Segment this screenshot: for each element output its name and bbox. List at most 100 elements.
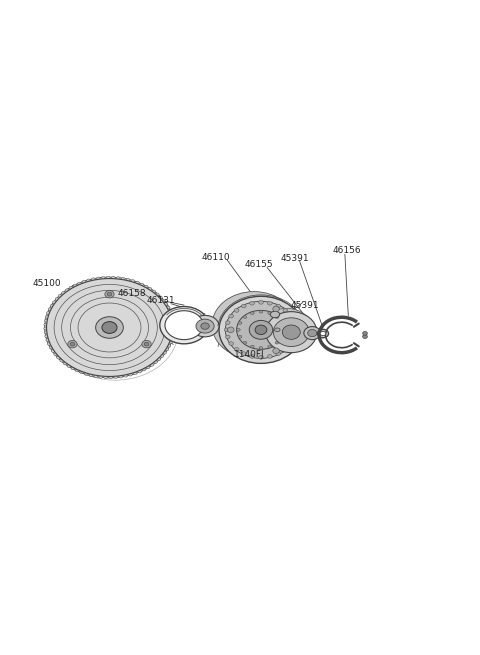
Ellipse shape (131, 280, 134, 282)
Ellipse shape (243, 316, 247, 318)
Ellipse shape (71, 367, 75, 370)
Ellipse shape (241, 304, 246, 308)
Ellipse shape (237, 310, 285, 349)
Ellipse shape (156, 293, 159, 296)
Ellipse shape (234, 347, 239, 351)
Ellipse shape (255, 325, 267, 335)
Text: 45100: 45100 (32, 279, 61, 288)
Ellipse shape (282, 325, 300, 339)
Ellipse shape (138, 370, 142, 373)
Ellipse shape (80, 371, 84, 374)
Ellipse shape (250, 354, 254, 358)
Ellipse shape (63, 362, 67, 365)
Ellipse shape (60, 359, 64, 362)
Ellipse shape (165, 348, 169, 350)
Ellipse shape (280, 335, 284, 338)
Ellipse shape (259, 346, 263, 349)
Ellipse shape (320, 331, 326, 335)
Ellipse shape (114, 376, 118, 379)
Ellipse shape (292, 335, 297, 339)
Ellipse shape (169, 314, 173, 316)
Ellipse shape (52, 301, 56, 304)
Ellipse shape (224, 328, 229, 331)
Ellipse shape (228, 327, 234, 333)
Ellipse shape (241, 352, 246, 356)
Ellipse shape (160, 307, 208, 344)
Ellipse shape (48, 343, 51, 345)
Ellipse shape (58, 295, 62, 297)
Ellipse shape (259, 356, 264, 359)
Ellipse shape (144, 343, 149, 346)
Text: 45391: 45391 (281, 254, 309, 263)
Ellipse shape (96, 317, 123, 338)
Text: 46158: 46158 (118, 290, 146, 299)
Ellipse shape (48, 308, 52, 310)
Ellipse shape (273, 348, 279, 354)
Ellipse shape (243, 341, 247, 344)
Ellipse shape (259, 301, 264, 304)
Ellipse shape (157, 358, 161, 360)
Ellipse shape (49, 346, 53, 349)
Ellipse shape (171, 333, 175, 336)
Ellipse shape (154, 361, 157, 364)
Ellipse shape (283, 309, 288, 312)
Text: 1140FJ: 1140FJ (234, 350, 264, 359)
Ellipse shape (152, 290, 156, 293)
Ellipse shape (270, 311, 280, 318)
Ellipse shape (146, 366, 150, 369)
Ellipse shape (67, 365, 71, 367)
Ellipse shape (44, 319, 48, 322)
Ellipse shape (219, 296, 303, 364)
Ellipse shape (84, 373, 88, 375)
Ellipse shape (273, 306, 279, 312)
Ellipse shape (121, 277, 125, 280)
Ellipse shape (288, 342, 293, 345)
Ellipse shape (140, 283, 144, 286)
Ellipse shape (148, 288, 152, 290)
Ellipse shape (73, 284, 77, 287)
Ellipse shape (51, 350, 55, 352)
Ellipse shape (168, 310, 172, 312)
Ellipse shape (107, 276, 110, 279)
Ellipse shape (283, 347, 288, 351)
Ellipse shape (276, 352, 280, 356)
Ellipse shape (87, 279, 90, 282)
Ellipse shape (160, 354, 164, 358)
Ellipse shape (171, 325, 175, 328)
Ellipse shape (124, 375, 128, 377)
Text: 46131: 46131 (146, 297, 175, 305)
Ellipse shape (251, 345, 254, 348)
Ellipse shape (69, 286, 73, 289)
Ellipse shape (142, 341, 151, 348)
Ellipse shape (304, 327, 321, 340)
Ellipse shape (363, 331, 367, 335)
Ellipse shape (234, 309, 239, 312)
Ellipse shape (166, 306, 170, 309)
Ellipse shape (109, 376, 113, 379)
Ellipse shape (161, 299, 165, 302)
Ellipse shape (45, 335, 48, 338)
Ellipse shape (75, 369, 79, 372)
Ellipse shape (273, 318, 309, 346)
Ellipse shape (126, 278, 130, 281)
Ellipse shape (249, 320, 273, 339)
Ellipse shape (275, 341, 279, 344)
Ellipse shape (226, 335, 230, 339)
Ellipse shape (89, 374, 93, 377)
Ellipse shape (61, 291, 65, 294)
Ellipse shape (293, 328, 298, 331)
Ellipse shape (261, 309, 312, 349)
Ellipse shape (267, 301, 272, 305)
Ellipse shape (45, 277, 174, 378)
Ellipse shape (229, 314, 233, 318)
Ellipse shape (238, 322, 242, 324)
Ellipse shape (308, 329, 317, 337)
Ellipse shape (107, 292, 112, 296)
Ellipse shape (163, 351, 167, 354)
Text: 45391: 45391 (291, 301, 320, 310)
Ellipse shape (292, 321, 297, 325)
Ellipse shape (226, 321, 230, 325)
Ellipse shape (265, 312, 317, 352)
Ellipse shape (102, 322, 117, 333)
Ellipse shape (92, 278, 95, 280)
